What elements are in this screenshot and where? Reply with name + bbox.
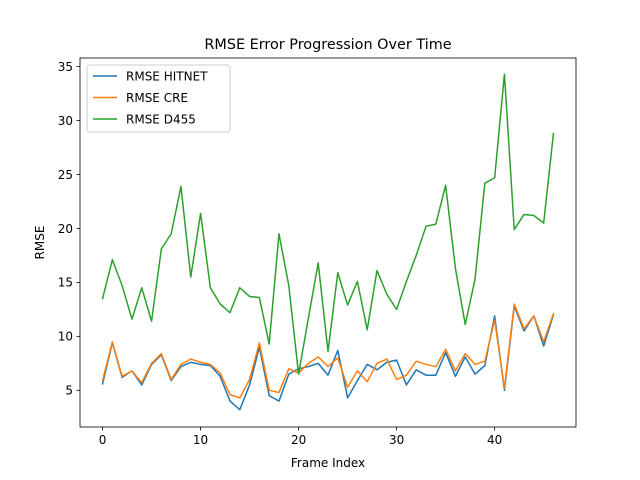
y-tick-label: 35 bbox=[58, 60, 73, 74]
legend-label-0: RMSE HITNET bbox=[126, 69, 208, 83]
series-layer bbox=[101, 73, 555, 411]
series-line-2 bbox=[101, 73, 555, 375]
legend-label-2: RMSE D455 bbox=[126, 112, 196, 126]
y-axis-label: RMSE bbox=[33, 226, 47, 260]
legend-box bbox=[86, 64, 231, 133]
series-line-0 bbox=[101, 305, 555, 411]
y-axis: 5 10 15 20 25 30 35 bbox=[58, 60, 80, 398]
y-tick-label: 5 bbox=[65, 384, 73, 398]
x-tick-label: 30 bbox=[389, 433, 404, 447]
chart-title: RMSE Error Progression Over Time bbox=[204, 37, 451, 53]
x-tick-label: 0 bbox=[99, 433, 107, 447]
y-tick-label: 10 bbox=[58, 330, 73, 344]
y-tick-label: 15 bbox=[58, 276, 73, 290]
legend-label-1: RMSE CRE bbox=[126, 91, 188, 105]
x-axis: 0 10 20 30 40 bbox=[99, 427, 502, 447]
x-tick-label: 10 bbox=[193, 433, 208, 447]
plot-frame bbox=[79, 57, 577, 428]
y-tick-label: 20 bbox=[58, 222, 73, 236]
legend: RMSE HITNET RMSE CRE RMSE D455 bbox=[86, 64, 231, 133]
x-tick-label: 40 bbox=[487, 433, 502, 447]
x-tick-label: 20 bbox=[291, 433, 306, 447]
x-axis-label: Frame Index bbox=[291, 456, 365, 470]
y-tick-label: 30 bbox=[58, 114, 73, 128]
series-line-1 bbox=[101, 303, 555, 399]
y-tick-label: 25 bbox=[58, 168, 73, 182]
